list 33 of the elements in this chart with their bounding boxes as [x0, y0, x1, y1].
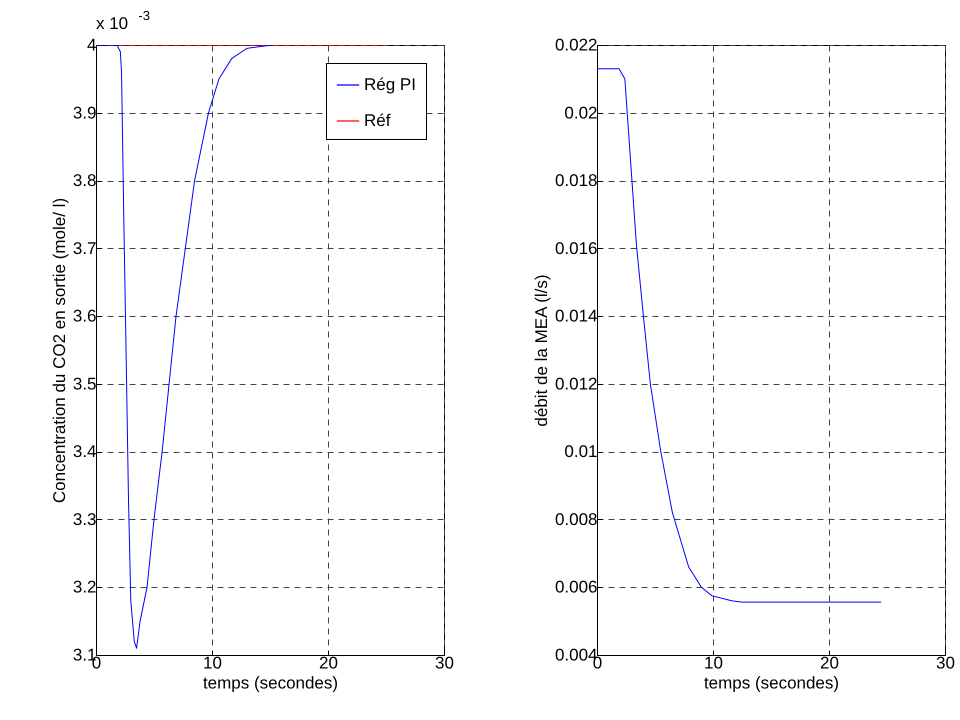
x-tick-label: 30 [936, 654, 955, 672]
line-series [96, 45, 273, 649]
y-tick-label: 0.02 [564, 103, 598, 122]
y-tick-label: 0.022 [554, 36, 598, 54]
y-tick-label: 0.008 [554, 510, 598, 529]
y-tick-label: 3.2 [72, 578, 96, 597]
text: x 10-3 [96, 8, 150, 33]
y-axis-title: débit de la MEA (l/s) [532, 274, 551, 427]
y-tick-label: 3.7 [72, 238, 96, 258]
y-tick-label: 4 [87, 36, 96, 54]
x-tick-label: 20 [820, 654, 839, 672]
y-tick-label: 0.014 [554, 306, 598, 326]
x-tick-label: 30 [435, 654, 454, 672]
line-series [597, 68, 882, 603]
y-tick-label: 0.006 [554, 578, 598, 597]
legend-label: Rég PI [364, 75, 416, 94]
y-tick-label: 3.6 [72, 306, 96, 326]
x-tick-label: 10 [704, 654, 723, 672]
y-tick-label: 3.5 [72, 374, 96, 394]
y-tick-label: 0.018 [554, 171, 598, 190]
y-tick-label: 3.4 [72, 442, 96, 462]
y-axis-title: Concentration du CO2 en sortie (mole/ l) [50, 198, 69, 504]
legend-label: Réf [364, 111, 391, 130]
x-axis-title: temps (secondes) [704, 674, 840, 692]
y-tick-label: 3.8 [72, 171, 96, 190]
y-tick-label: 3.9 [72, 103, 96, 122]
x-tick-label: 10 [203, 654, 222, 672]
y-tick-label: 3.3 [72, 510, 96, 529]
y-tick-label: 0.012 [554, 374, 598, 394]
x-axis-title: temps (secondes) [202, 674, 338, 692]
y-tick-label: 0.016 [554, 238, 598, 258]
x-tick-label: 20 [319, 654, 338, 672]
y-tick-label: 0.01 [564, 442, 598, 462]
